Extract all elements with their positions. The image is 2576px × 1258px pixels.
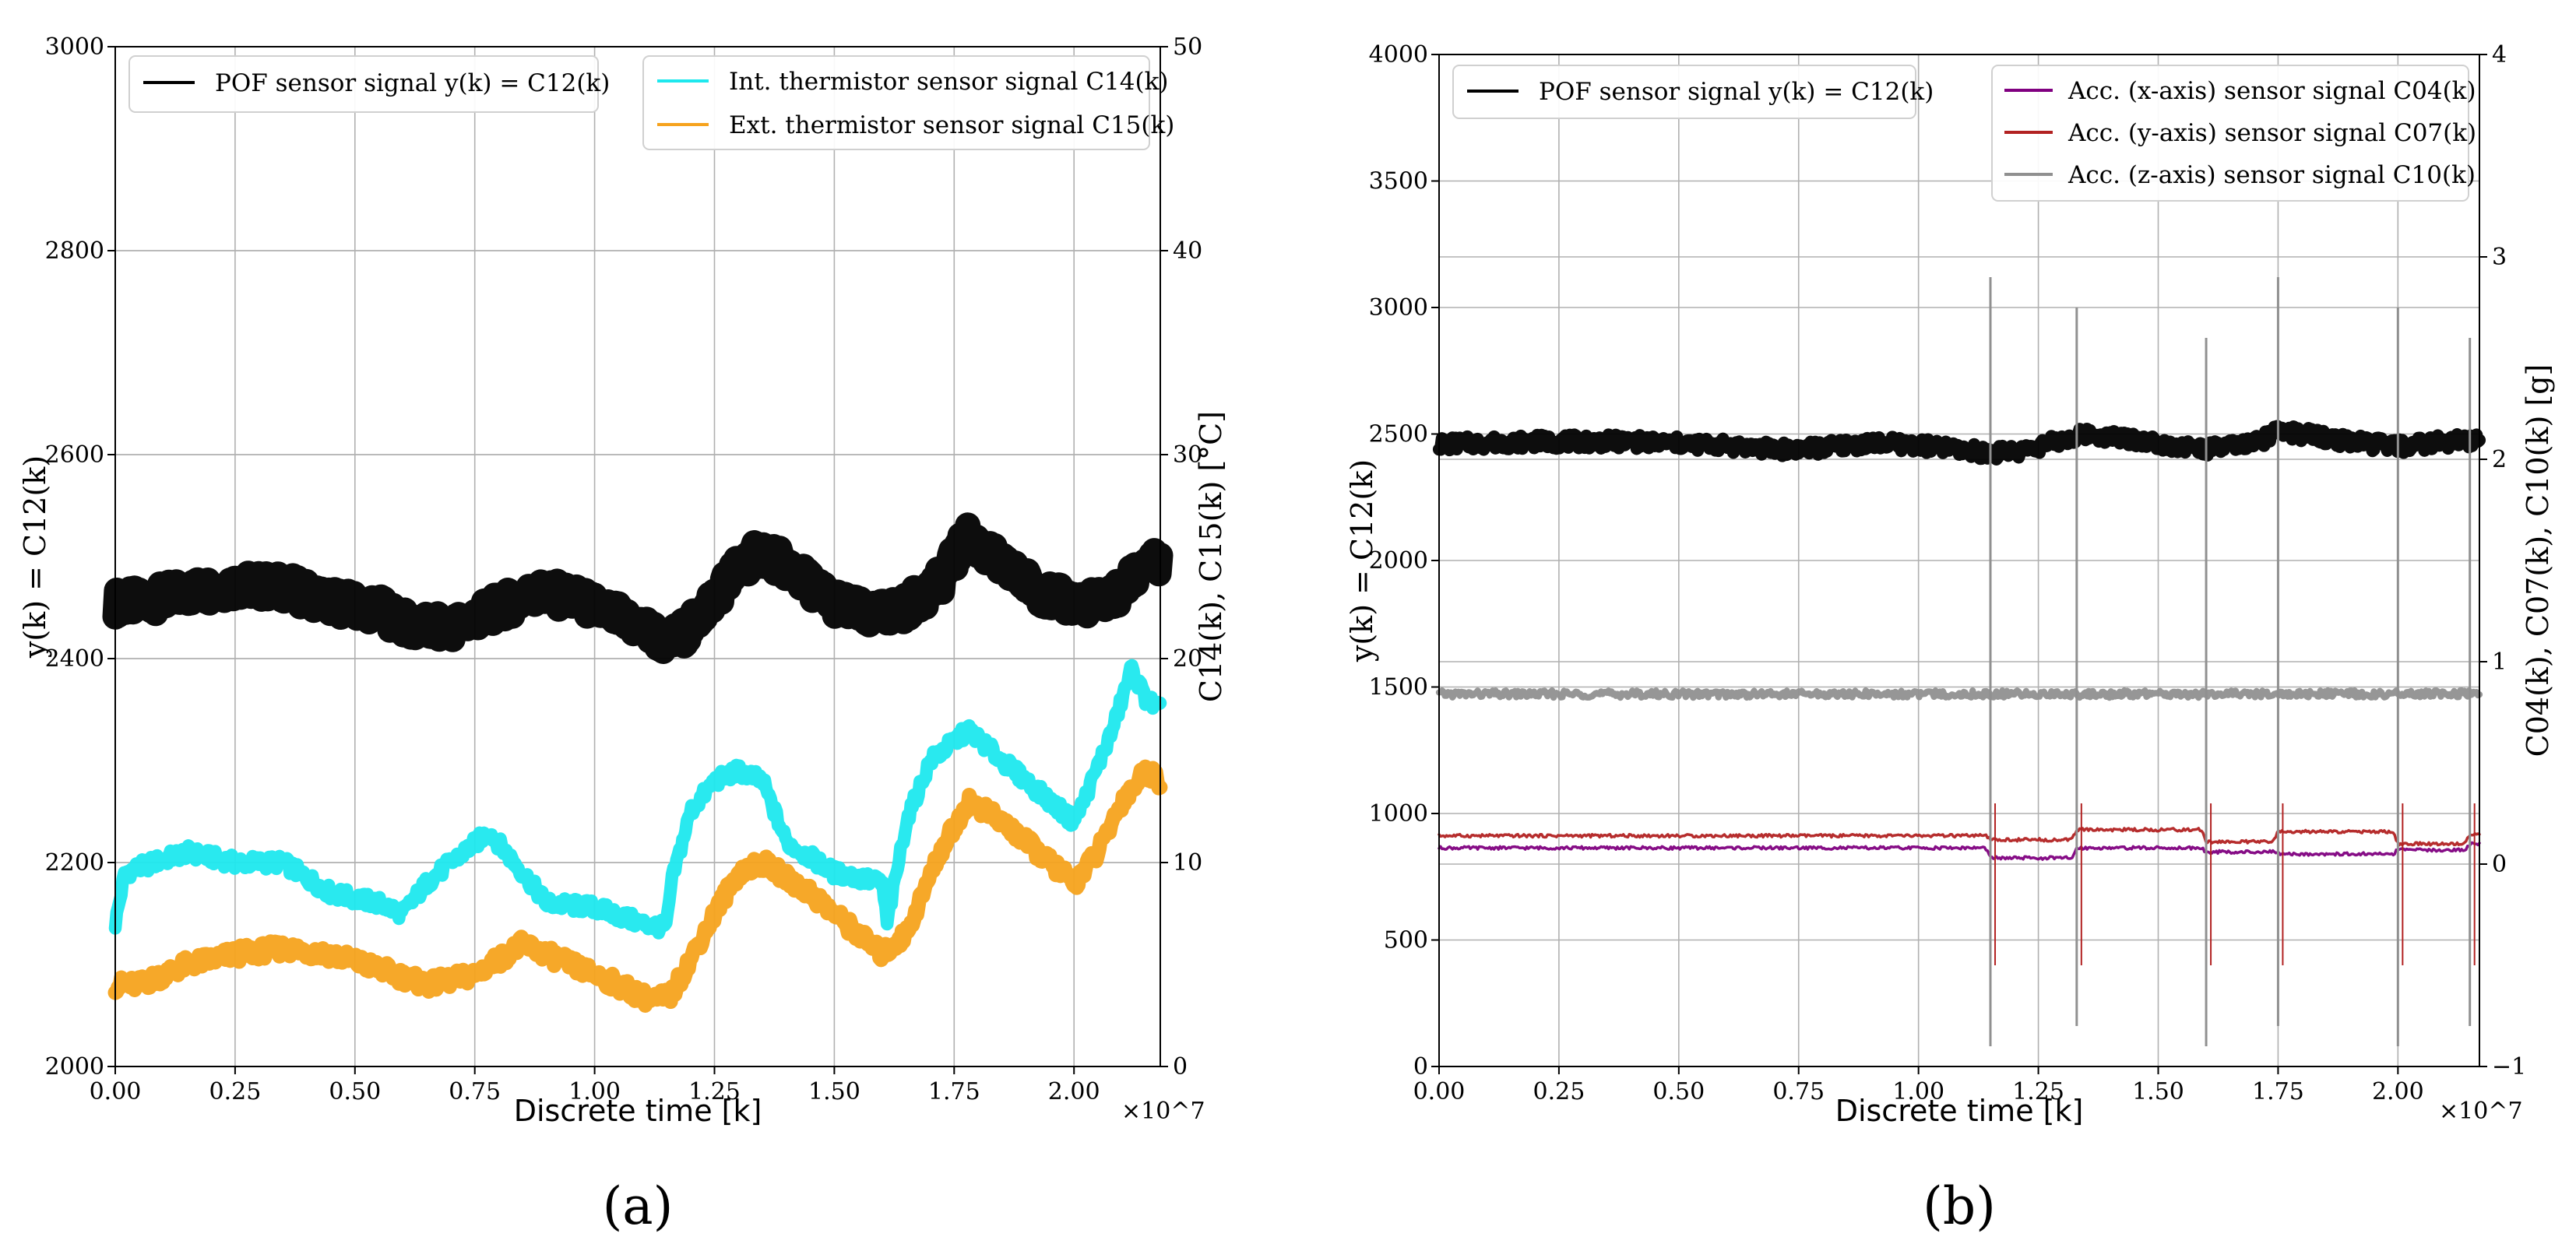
x-tick-label: 0.00 (1413, 1078, 1466, 1105)
panel-b-grid (1438, 54, 2479, 1067)
x-tick-label: 2.00 (2372, 1078, 2424, 1105)
panel-a-xlabel: Discrete time [k] (514, 1094, 762, 1128)
panel-b-ylabel-left: y(k) = C12(k) (1345, 459, 1379, 662)
panel-a-series (102, 512, 1174, 1013)
y-right-tick-label: 50 (1173, 33, 1202, 61)
series-line (107, 759, 1168, 1013)
series-line (108, 659, 1167, 940)
panel-b-legend-right: Acc. (x-axis) sensor signal C04(k) Acc. … (1991, 65, 2476, 202)
panel-b-ticks: 0.00 0.25 0.50 0.75 1.00 1.25 1.50 1.75 2.00 0 500… (1369, 41, 2527, 1105)
x-tick-label: 1.50 (808, 1078, 860, 1105)
y-left-tick-label: 1000 (1369, 800, 1428, 828)
panel-a-axes-frame (114, 46, 1161, 1067)
legend-entry-c04: Acc. (x-axis) sensor signal C04(k) (2067, 77, 2476, 105)
x-tick-label: 1.50 (2132, 1078, 2184, 1105)
y-left-tick-label: 2800 (45, 237, 104, 265)
y-left-tick-label: 2400 (45, 645, 104, 673)
y-right-tick-label: 0 (1173, 1053, 1188, 1081)
x-tick-label: 0.75 (449, 1078, 501, 1105)
panel-a: 0.00 0.25 0.50 0.75 1.00 1.25 1.50 1.75 2.00 2000… (18, 33, 1228, 1236)
y-left-tick-label: 4000 (1369, 41, 1428, 69)
series-line (1438, 841, 2481, 861)
panel-b-label: (b) (1923, 1176, 1996, 1236)
panel-b: 0.00 0.25 0.50 0.75 1.00 1.25 1.50 1.75 2.00 0 500… (1345, 41, 2555, 1236)
x-tick-label: 1.00 (568, 1078, 621, 1105)
x-tick-label: 1.75 (2252, 1078, 2304, 1105)
y-left-tick-label: 3000 (1369, 294, 1428, 322)
x-tick-label: 0.75 (1772, 1078, 1825, 1105)
panel-b-ylabel-right: C04(k), C07(k), C10(k) [g] (2521, 364, 2555, 757)
panel-b-x-multiplier: ×10^7 (2439, 1098, 2523, 1125)
legend-box (128, 55, 599, 113)
y-left-tick-label: 2500 (1369, 421, 1428, 448)
legend-entry-pof: POF sensor signal y(k) = C12(k) (1539, 78, 1934, 106)
series-line (102, 512, 1174, 664)
x-tick-label: 0.50 (329, 1078, 381, 1105)
y-left-tick-label: 2000 (45, 1053, 104, 1081)
legend-entry-pof: POF sensor signal y(k) = C12(k) (215, 69, 610, 97)
legend-entry-c10: Acc. (z-axis) sensor signal C10(k) (2067, 161, 2476, 189)
y-left-tick-label: 2200 (45, 849, 104, 877)
x-tick-label: 1.00 (1892, 1078, 1944, 1105)
panel-b-legend-left: POF sensor signal y(k) = C12(k) (1452, 65, 1934, 119)
y-left-tick-label: 2000 (1369, 547, 1428, 575)
legend-box (1452, 65, 1916, 119)
y-left-tick-label: 3500 (1369, 168, 1428, 195)
y-left-tick-label: 0 (1413, 1053, 1428, 1081)
x-tick-label: 0.25 (1533, 1078, 1585, 1105)
legend-entry-c14: Int. thermistor sensor signal C14(k) (729, 68, 1168, 96)
legend-entry-c07: Acc. (y-axis) sensor signal C07(k) (2067, 119, 2476, 147)
y-right-tick-label: 30 (1173, 441, 1202, 469)
panel-a-legend-right: Int. thermistor sensor signal C14(k) Ext… (642, 55, 1174, 150)
panel-a-x-multiplier: ×10^7 (1121, 1098, 1205, 1125)
x-tick-label: 2.00 (1048, 1078, 1100, 1105)
legend-box (1991, 65, 2469, 202)
y-right-tick-label: 2 (2492, 446, 2507, 473)
x-tick-label: 1.25 (688, 1078, 741, 1105)
legend-entry-c15: Ext. thermistor sensor signal C15(k) (729, 111, 1174, 139)
panel-a-label: (a) (603, 1176, 674, 1236)
x-tick-label: 1.25 (2012, 1078, 2064, 1105)
x-tick-label: 0.50 (1652, 1078, 1705, 1105)
panel-a-ticks: 0.00 0.25 0.50 0.75 1.00 1.25 1.50 1.75 2.00 2000… (45, 33, 1203, 1105)
y-right-tick-label: 4 (2492, 41, 2507, 69)
y-right-tick-label: 10 (1173, 849, 1202, 877)
panel-a-ylabel-left: y(k) = C12(k) (18, 455, 52, 659)
y-right-tick-label: 20 (1173, 645, 1202, 673)
y-right-tick-label: 3 (2492, 244, 2507, 271)
panel-a-legend-left: POF sensor signal y(k) = C12(k) (128, 55, 610, 113)
x-tick-label: 0.25 (209, 1078, 262, 1105)
y-left-tick-label: 2600 (45, 441, 104, 469)
y-right-tick-label: 40 (1173, 237, 1202, 265)
series-line (1432, 420, 2486, 466)
panel-b-series (1432, 277, 2486, 1046)
y-left-tick-label: 3000 (45, 33, 104, 61)
panel-b-xlabel: Discrete time [k] (1835, 1094, 2084, 1128)
x-tick-label: 1.75 (928, 1078, 980, 1105)
x-tick-label: 0.00 (90, 1078, 142, 1105)
panel-a-ylabel-right: C14(k), C15(k) [°C] (1194, 411, 1228, 702)
y-right-tick-label: −1 (2492, 1053, 2526, 1081)
y-right-tick-label: 0 (2492, 851, 2507, 878)
y-left-tick-label: 1500 (1369, 674, 1428, 701)
series-line (1435, 687, 2483, 701)
y-left-tick-label: 500 (1384, 927, 1428, 954)
series-line (1438, 827, 2481, 847)
legend-box (642, 55, 1150, 150)
y-right-tick-label: 1 (2492, 648, 2507, 676)
